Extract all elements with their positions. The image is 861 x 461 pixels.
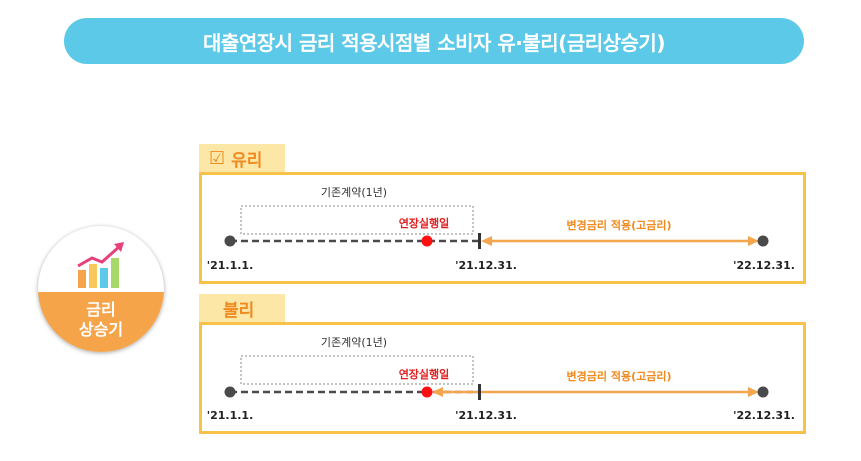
tab-unfavorable: 불리 [199, 294, 285, 322]
date-maturity: '21.12.31. [455, 409, 517, 422]
arrow-head-left [432, 387, 443, 397]
bar-chart-rising-icon [77, 242, 124, 288]
date-maturity: '21.12.31. [455, 259, 517, 272]
date-start: '21.1.1. [207, 259, 254, 272]
contract-label: 기존계약(1년) [321, 185, 387, 199]
start-dot [224, 386, 236, 398]
changed-rate-label: 변경금리 적용(고금리) [567, 369, 672, 383]
badge-label: 금리 상승기 [38, 300, 164, 340]
start-dot [224, 235, 236, 247]
tab-favorable-label: 유리 [231, 150, 263, 171]
page-title: 대출연장시 금리 적용시점별 소비자 유·불리(금리상승기) [64, 18, 804, 64]
unfavorable-timeline-panel: 기존계약(1년) 연장실행일 변경금리 적용(고금리) '21.1.1. '21… [199, 322, 806, 434]
badge-label-line2: 상승기 [78, 320, 124, 339]
rate-rising-badge: 금리 상승기 [38, 226, 164, 352]
arrow-head-right [748, 387, 759, 397]
extension-dot [421, 235, 433, 247]
extension-label: 연장실행일 [399, 367, 450, 381]
badge-orange-band [38, 292, 164, 352]
arrow-head-right [748, 236, 759, 246]
contract-bracket [240, 355, 474, 385]
contract-bracket [240, 205, 474, 235]
favorable-timeline-panel: 기존계약(1년) 연장실행일 변경금리 적용(고금리) '21.1.1. '21… [199, 172, 806, 284]
extension-dot [421, 386, 433, 398]
contract-label: 기존계약(1년) [321, 335, 387, 349]
maturity-tick [478, 384, 481, 400]
tab-favorable: ☑ 유리 [199, 144, 285, 172]
arrow-head-left [481, 236, 492, 246]
maturity-tick [478, 233, 481, 249]
extension-label: 연장실행일 [399, 216, 450, 230]
badge-label-line1: 금리 [86, 300, 116, 319]
panel-border [199, 322, 806, 434]
date-start: '21.1.1. [207, 409, 254, 422]
tab-unfavorable-label: 불리 [223, 300, 255, 321]
changed-rate-label: 변경금리 적용(고금리) [567, 218, 672, 232]
end-dot [757, 235, 769, 247]
checkbox-icon: ☑ [209, 147, 226, 169]
date-end: '22.12.31. [733, 259, 795, 272]
end-dot [757, 386, 769, 398]
panel-border [199, 172, 806, 284]
date-end: '22.12.31. [733, 409, 795, 422]
